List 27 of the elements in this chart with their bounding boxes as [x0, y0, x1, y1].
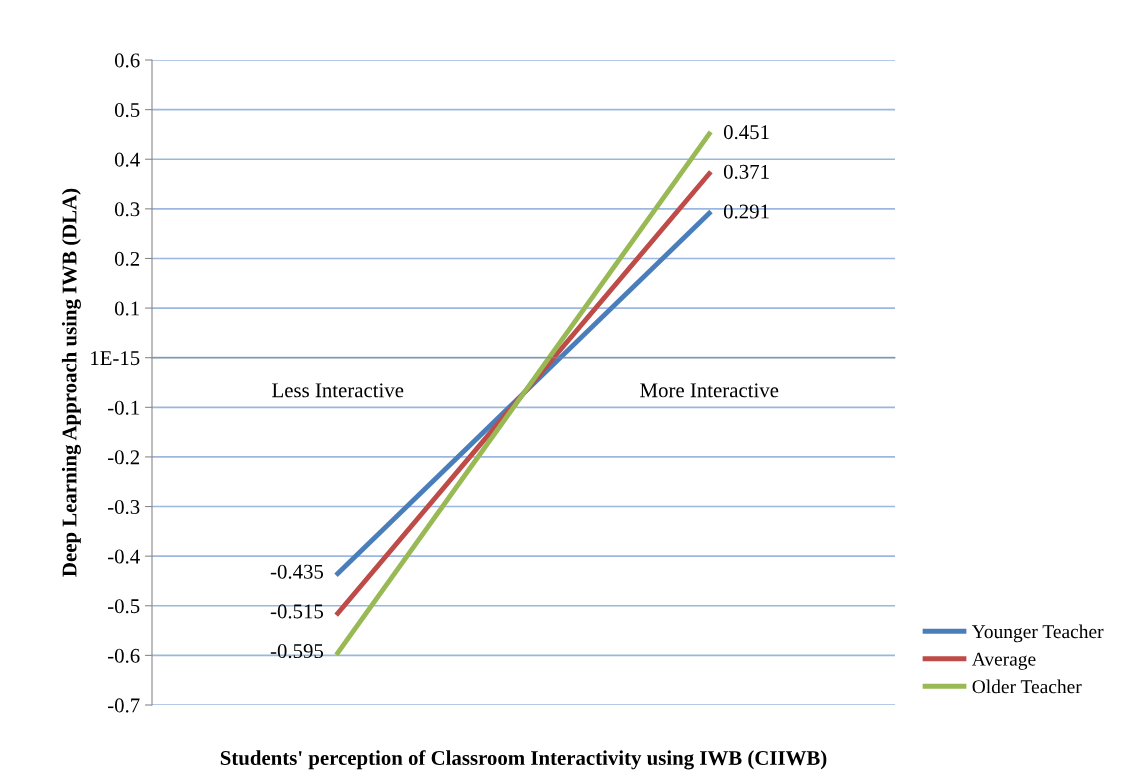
y-tick-label: 0.6: [114, 53, 140, 68]
x-tick-label: Less Interactive: [272, 383, 404, 398]
x-axis-title: Students' perception of Classroom Interactivity using IWB (CIIWB): [220, 750, 827, 770]
legend-label: Older Teacher: [972, 679, 1082, 694]
y-tick-label: 0.3: [114, 202, 140, 217]
y-tick-label: -0.1: [107, 400, 139, 415]
data-label: 0.451: [723, 125, 769, 140]
y-axis-title: Deep Learning Approach using IWB (DLA): [61, 188, 81, 577]
y-tick-label: -0.4: [107, 549, 140, 564]
legend-label: Younger Teacher: [971, 624, 1104, 643]
legend-label: Average: [971, 652, 1036, 670]
data-label: -0.515: [270, 604, 324, 619]
y-tick-label: 0.2: [114, 251, 140, 266]
data-label: 0.371: [723, 164, 769, 179]
y-tick-label: 1E-15: [91, 351, 140, 366]
y-tick-label: -0.5: [107, 599, 140, 614]
y-tick-label: -0.3: [107, 499, 140, 515]
y-tick-label: 0.1: [114, 301, 139, 316]
y-tick-label: -0.6: [107, 648, 140, 663]
y-tick-label: -0.2: [107, 450, 140, 465]
y-tick-label: 0.5: [114, 102, 140, 118]
y-tick-label: -0.7: [107, 698, 140, 713]
data-label: -0.595: [270, 644, 324, 659]
y-tick-label: 0.4: [114, 152, 140, 167]
x-tick-label: More Interactive: [640, 383, 779, 398]
data-label: 0.291: [723, 204, 769, 219]
data-label: -0.435: [270, 564, 324, 579]
